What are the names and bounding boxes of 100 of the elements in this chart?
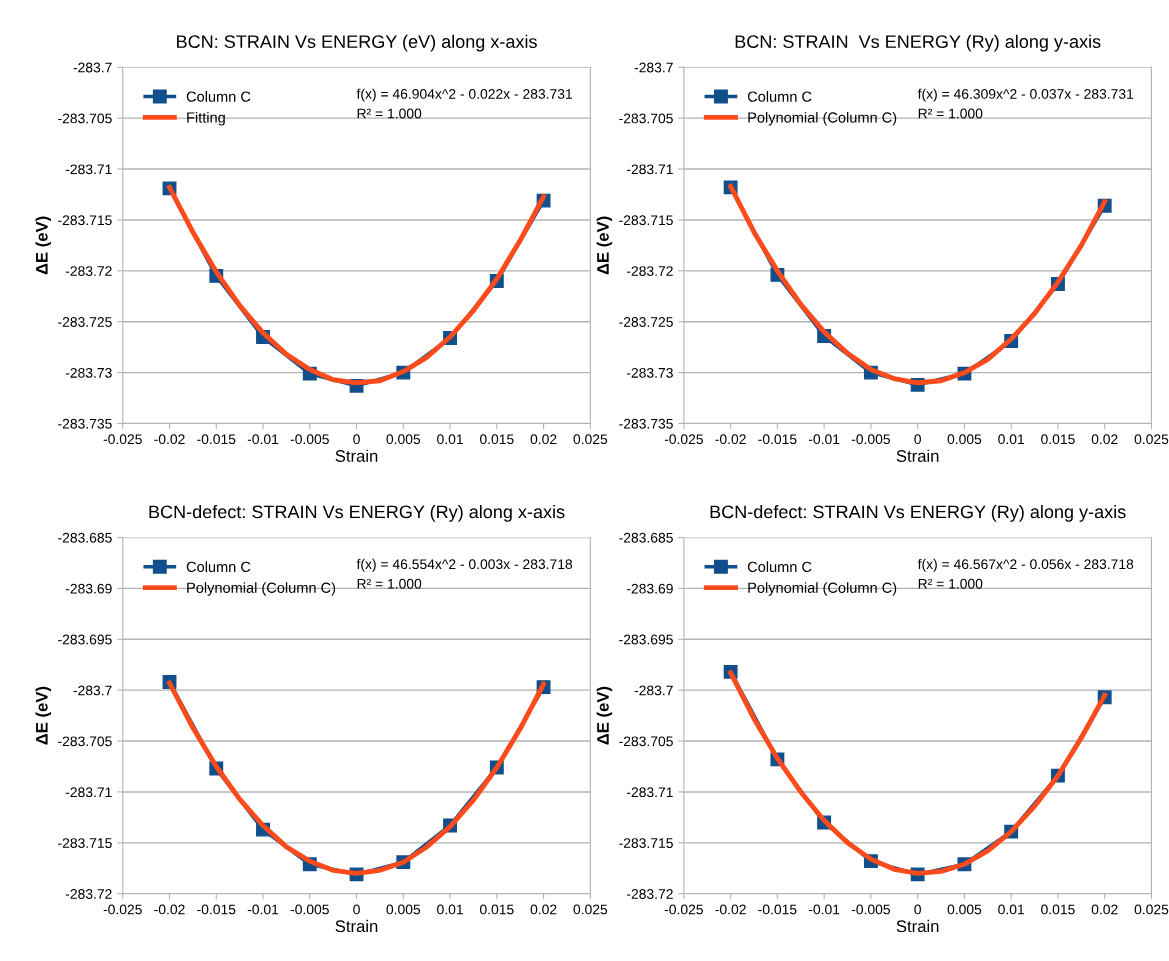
x-tick-label: -0.015 [197, 904, 236, 915]
x-tick-label: -0.025 [664, 904, 703, 915]
y-tick-label: -283.71 [626, 164, 673, 175]
x-tick-label: 0.01 [998, 904, 1025, 915]
y-tick-label: -283.72 [626, 266, 673, 276]
x-tick-label: -0.005 [851, 434, 891, 445]
annotation: f(x) = 46.567x^2 - 0.056x - 283.718 [917, 558, 1134, 572]
x-tick-label: 0.015 [479, 434, 514, 445]
y-axis-title: ΔE (eV) [35, 216, 52, 275]
y-tick-label: -283.715 [619, 215, 673, 226]
y-tick-label: -283.715 [58, 215, 112, 226]
x-tick-label: 0 [914, 904, 921, 915]
y-tick-label: -283.735 [619, 418, 673, 429]
y-axis-title: ΔE (eV) [596, 216, 613, 275]
x-tick-label: -0.005 [851, 904, 891, 915]
y-tick-label: -283.69 [65, 583, 112, 594]
x-tick-label: -0.015 [197, 434, 236, 445]
x-tick-label: -0.02 [715, 904, 746, 915]
legend-label: Polynomial (Column C) [187, 582, 336, 596]
x-tick-label: 0.01 [437, 434, 463, 445]
x-axis-title: Strain [335, 919, 378, 933]
y-tick-label: -283.73 [65, 367, 112, 378]
x-tick-label: -0.01 [808, 904, 840, 915]
y-tick-label: -283.72 [65, 889, 112, 899]
x-tick-label: 0.015 [1041, 434, 1075, 445]
annotation: R² = 1.000 [357, 578, 422, 589]
x-tick-label: 0.005 [947, 434, 982, 445]
legend-label: Fitting [187, 111, 225, 126]
x-axis-title: Strain [335, 449, 378, 462]
y-tick-label: -283.71 [626, 787, 673, 798]
x-tick-label: 0.025 [1134, 434, 1169, 445]
y-tick-label: -283.71 [65, 164, 112, 175]
y-tick-label: -283.7 [73, 685, 112, 696]
y-tick-label: -283.715 [58, 838, 112, 849]
x-tick-label: 0.02 [1091, 434, 1118, 445]
x-tick-label: 0.005 [386, 434, 421, 445]
y-tick-label: -283.715 [619, 838, 673, 849]
legend-label: Column C [186, 91, 251, 102]
legend-label: Column C [186, 561, 251, 573]
x-axis-title: Strain [896, 919, 939, 933]
y-tick-label: -283.7 [634, 62, 673, 73]
y-tick-label: -283.725 [58, 317, 112, 327]
y-tick-label: -283.705 [58, 736, 112, 747]
x-tick-label: 0 [353, 904, 360, 915]
y-tick-label: -283.73 [626, 367, 673, 378]
y-tick-label: -283.705 [58, 113, 112, 124]
x-tick-label: 0.015 [1041, 904, 1075, 915]
y-tick-label: -283.705 [619, 113, 673, 124]
annotation: f(x) = 46.309x^2 - 0.037x - 283.731 [917, 88, 1134, 102]
x-tick-label: -0.02 [715, 434, 746, 445]
y-tick-label: -283.71 [65, 787, 112, 798]
legend-label: Column C [747, 561, 812, 573]
y-tick-label: -283.685 [58, 532, 112, 543]
x-tick-label: 0.005 [386, 904, 421, 915]
annotation: f(x) = 46.904x^2 - 0.022x - 283.731 [356, 88, 573, 102]
x-tick-label: 0 [914, 434, 921, 445]
x-tick-label: -0.01 [247, 904, 279, 915]
legend-label: Polynomial (Column C) [748, 582, 897, 596]
x-tick-label: -0.01 [247, 434, 279, 445]
x-axis-title: Strain [896, 449, 939, 462]
y-tick-label: -283.7 [634, 685, 673, 696]
x-tick-label: 0.02 [530, 904, 557, 915]
x-tick-label: -0.025 [103, 904, 142, 915]
y-axis-title: ΔE (eV) [35, 686, 52, 745]
x-tick-label: 0.025 [573, 904, 608, 915]
x-tick-label: -0.01 [808, 434, 840, 445]
x-tick-label: 0.01 [998, 434, 1025, 445]
annotation: R² = 1.000 [918, 108, 983, 119]
chart-title: BCN: STRAIN Vs ENERGY (Ry) along y-axis [735, 34, 1101, 52]
x-tick-label: 0 [353, 434, 360, 445]
x-tick-label: -0.005 [290, 434, 329, 445]
x-tick-label: 0.02 [530, 434, 557, 445]
chart-title: BCN-defect: STRAIN Vs ENERGY (Ry) along x-axis [149, 504, 565, 522]
x-tick-label: 0.01 [437, 904, 463, 915]
y-axis-title: ΔE (eV) [596, 686, 613, 745]
annotation: R² = 1.000 [918, 578, 983, 589]
y-tick-label: -283.72 [626, 889, 673, 899]
legend-label: Column C [747, 91, 812, 102]
x-tick-label: -0.015 [758, 904, 797, 915]
y-tick-label: -283.695 [58, 634, 112, 645]
y-tick-label: -283.685 [619, 532, 673, 543]
x-tick-label: -0.02 [154, 904, 185, 915]
annotation: R² = 1.000 [357, 108, 422, 119]
chart-title: BCN: STRAIN Vs ENERGY (eV) along x-axis [177, 34, 537, 52]
x-tick-label: -0.02 [154, 434, 185, 445]
x-tick-label: -0.015 [758, 434, 797, 445]
x-tick-label: 0.025 [1134, 904, 1169, 915]
x-tick-label: -0.025 [103, 434, 142, 445]
chart-title: BCN-defect: STRAIN Vs ENERGY (Ry) along y-axis [710, 504, 1126, 522]
x-tick-label: 0.025 [573, 434, 608, 445]
x-tick-label: -0.025 [664, 434, 703, 445]
y-tick-label: -283.725 [619, 317, 673, 327]
x-tick-label: 0.015 [479, 904, 514, 915]
annotation: f(x) = 46.554x^2 - 0.003x - 283.718 [356, 558, 573, 572]
y-tick-label: -283.72 [65, 266, 112, 276]
y-tick-label: -283.69 [626, 583, 673, 594]
y-tick-label: -283.705 [619, 736, 673, 747]
x-tick-label: -0.005 [290, 904, 329, 915]
legend-label: Polynomial (Column C) [748, 111, 897, 126]
y-tick-label: -283.7 [73, 62, 112, 73]
